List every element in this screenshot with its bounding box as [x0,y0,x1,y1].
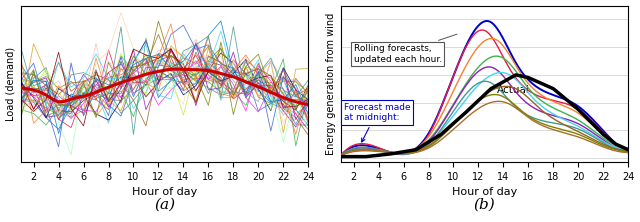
Text: Rolling forecasts,
updated each hour.: Rolling forecasts, updated each hour. [353,34,457,64]
Text: Actual: Actual [497,85,530,95]
Text: (a): (a) [154,198,175,212]
X-axis label: Hour of day: Hour of day [132,187,197,197]
Text: (b): (b) [474,198,495,212]
X-axis label: Hour of day: Hour of day [452,187,517,197]
Y-axis label: Energy generation from wind: Energy generation from wind [326,13,335,155]
Y-axis label: Load (demand): Load (demand) [6,47,15,121]
Text: Forecast made
at midnight:: Forecast made at midnight: [344,103,410,142]
